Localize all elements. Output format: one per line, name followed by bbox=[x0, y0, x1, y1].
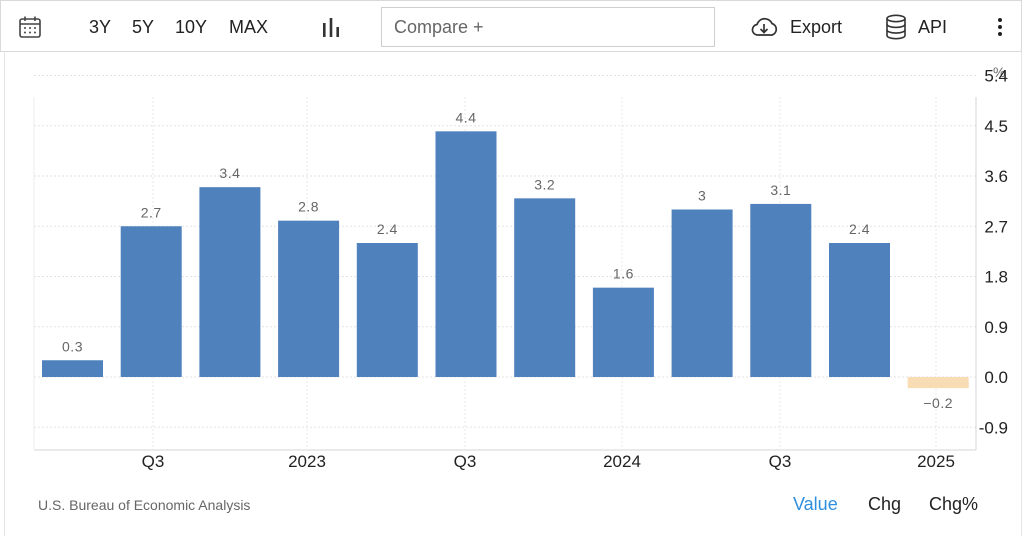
data-label: 3.1 bbox=[770, 182, 791, 198]
bar[interactable] bbox=[514, 198, 576, 377]
x-tick-label: 2023 bbox=[288, 452, 326, 471]
y-tick-label: 3.6 bbox=[984, 167, 1008, 186]
bar[interactable] bbox=[356, 243, 418, 377]
bar[interactable] bbox=[750, 203, 812, 377]
y-tick-label: 1.8 bbox=[984, 268, 1008, 287]
database-icon[interactable] bbox=[885, 14, 907, 40]
mode-value-button[interactable]: Value bbox=[793, 494, 838, 514]
bar[interactable] bbox=[829, 243, 890, 377]
data-label: 2.4 bbox=[849, 221, 870, 237]
calendar-icon[interactable] bbox=[18, 15, 42, 39]
data-label: 0.3 bbox=[62, 338, 83, 354]
api-button[interactable]: API bbox=[918, 17, 948, 37]
range-3y-button[interactable]: 3Y bbox=[89, 17, 112, 37]
mode-chg-button[interactable]: Chg bbox=[868, 494, 902, 514]
y-tick-label: 4.5 bbox=[984, 117, 1008, 136]
x-tick-label: Q3 bbox=[142, 452, 165, 471]
y-tick-label: 2.7 bbox=[984, 217, 1008, 236]
x-tick-label: Q3 bbox=[769, 452, 792, 471]
bar[interactable] bbox=[278, 220, 340, 377]
data-label: 3.4 bbox=[219, 165, 240, 181]
bar[interactable] bbox=[120, 226, 182, 377]
chart-frame bbox=[4, 52, 1022, 536]
data-label: 2.8 bbox=[298, 199, 319, 215]
bar-chart-icon[interactable] bbox=[321, 17, 341, 39]
unit-label: % bbox=[993, 64, 1005, 80]
bar[interactable] bbox=[671, 209, 733, 378]
bar[interactable] bbox=[435, 131, 497, 377]
y-tick-label: 0.9 bbox=[984, 318, 1008, 337]
toolbar: 3Y 5Y 10Y MAX Export API bbox=[0, 0, 1022, 52]
y-tick-label: -0.9 bbox=[979, 418, 1008, 437]
more-vertical-icon[interactable] bbox=[990, 16, 1010, 38]
bars bbox=[42, 131, 969, 389]
mode-chg-pct-button[interactable]: Chg% bbox=[929, 494, 979, 514]
export-button[interactable]: Export bbox=[790, 17, 843, 37]
compare-input[interactable] bbox=[381, 7, 715, 47]
source-label: U.S. Bureau of Economic Analysis bbox=[38, 497, 251, 513]
data-label: −0.2 bbox=[923, 395, 953, 411]
data-label: 1.6 bbox=[613, 266, 634, 282]
bar[interactable] bbox=[592, 287, 654, 377]
bar[interactable] bbox=[907, 377, 969, 389]
y-axis: 5.4 4.5 3.6 2.7 1.8 0.9 0.0 -0.9 bbox=[979, 67, 1008, 438]
data-label: 3 bbox=[698, 188, 706, 204]
bar-chart: % 0.3 2.7 3.4 2.8 2.4 4.4 3.2 1.6 3 3.1 2.4 −0.2 5.… bbox=[33, 64, 1008, 471]
bar[interactable] bbox=[199, 187, 261, 377]
x-tick-label: 2024 bbox=[603, 452, 641, 471]
range-max-button[interactable]: MAX bbox=[229, 17, 269, 37]
data-label: 4.4 bbox=[456, 109, 477, 125]
data-label: 3.2 bbox=[534, 176, 555, 192]
data-labels: 0.3 2.7 3.4 2.8 2.4 4.4 3.2 1.6 3 3.1 2.4 −0.2 bbox=[62, 109, 953, 411]
x-axis: Q3 2023 Q3 2024 Q3 2025 bbox=[142, 452, 955, 471]
y-tick-label: 5.4 bbox=[984, 67, 1008, 86]
x-tick-label: Q3 bbox=[454, 452, 477, 471]
data-label: 2.4 bbox=[377, 221, 398, 237]
x-tick-label: 2025 bbox=[917, 452, 955, 471]
range-10y-button[interactable]: 10Y bbox=[175, 17, 208, 37]
data-label: 2.7 bbox=[141, 204, 162, 220]
y-tick-label: 0.0 bbox=[984, 368, 1008, 387]
bar[interactable] bbox=[42, 360, 103, 377]
cloud-download-icon[interactable] bbox=[749, 16, 779, 38]
range-5y-button[interactable]: 5Y bbox=[132, 17, 155, 37]
